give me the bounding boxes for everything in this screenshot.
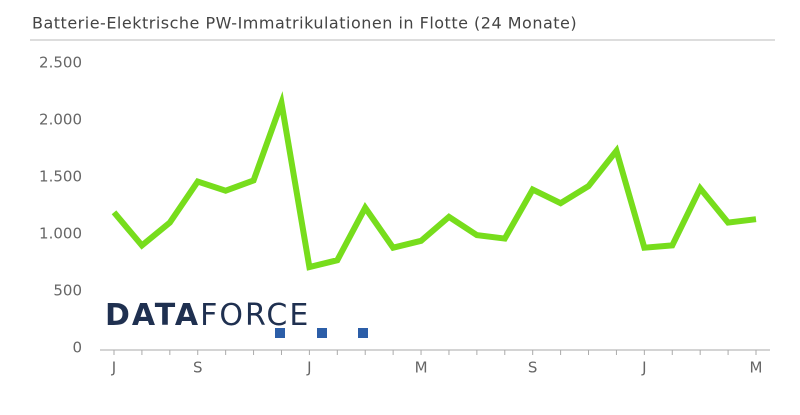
y-tick-label: 0	[72, 339, 82, 357]
x-tick-label: J	[111, 359, 116, 377]
x-tick-label: J	[641, 359, 646, 377]
data-line	[111, 91, 757, 271]
chart-title: Batterie-Elektrische PW-Immatrikulatione…	[32, 14, 577, 33]
x-tick-label: S	[193, 359, 203, 377]
logo-dot	[317, 328, 327, 338]
x-tick-label: M	[750, 359, 763, 377]
y-tick-label: 1.000	[39, 225, 82, 243]
y-tick-label: 2.000	[39, 111, 82, 129]
x-tick-label: S	[528, 359, 538, 377]
x-tick-label: M	[415, 359, 428, 377]
y-tick-label: 500	[53, 282, 82, 300]
x-tick-label: J	[306, 359, 311, 377]
y-tick-label: 2.500	[39, 54, 82, 72]
logo-dot	[275, 328, 285, 338]
logo: DATAFORCE	[105, 298, 310, 333]
y-tick-label: 1.500	[39, 168, 82, 186]
logo-dot	[358, 328, 368, 338]
